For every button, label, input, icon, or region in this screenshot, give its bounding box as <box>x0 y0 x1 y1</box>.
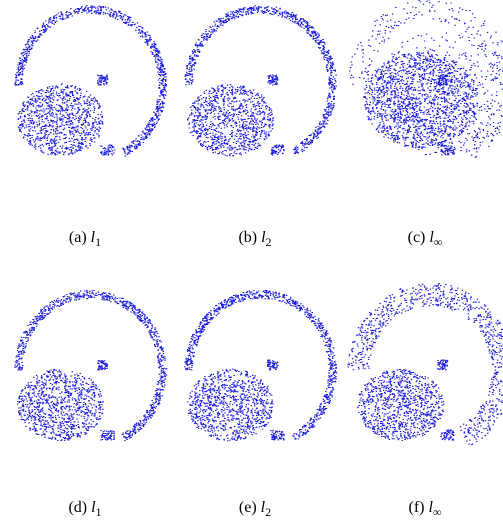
caption: (a)l1 <box>69 229 101 249</box>
point-cloud <box>14 6 167 157</box>
point-cloud <box>14 290 167 440</box>
caption-subscript: 2 <box>265 505 271 519</box>
caption-subscript: ∞ <box>433 505 442 519</box>
point-cloud <box>347 284 503 445</box>
caption-tag: (f) <box>409 499 425 516</box>
caption: (e)l2 <box>239 499 271 519</box>
caption-tag: (b) <box>238 229 257 246</box>
caption-tag: (a) <box>69 229 87 246</box>
point-cloud <box>349 0 503 157</box>
figure: (a)l1 (b)l2 (c)l∞ (d)l1 (e)l2 (f)l∞ <box>0 0 503 520</box>
caption-tag: (c) <box>408 229 426 246</box>
caption-subscript: 1 <box>95 235 101 249</box>
point-cloud <box>185 6 337 156</box>
caption-tag: (d) <box>68 499 87 516</box>
caption: (c)l∞ <box>408 229 443 249</box>
caption-subscript: 2 <box>266 235 272 249</box>
caption-subscript: 1 <box>96 505 102 519</box>
caption: (d)l1 <box>68 499 101 519</box>
caption-tag: (e) <box>239 499 257 516</box>
caption-subscript: ∞ <box>434 235 443 249</box>
point-cloud <box>184 291 337 441</box>
caption: (f)l∞ <box>409 499 442 519</box>
caption: (b)l2 <box>238 229 271 249</box>
